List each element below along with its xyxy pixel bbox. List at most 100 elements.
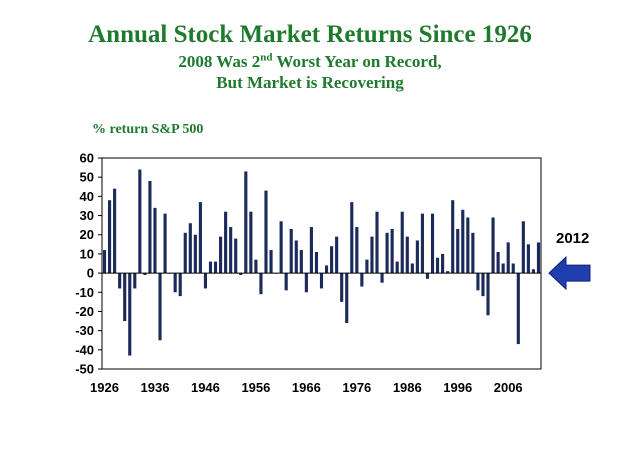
x-tick-label: 2006 <box>494 380 523 395</box>
bar-2002 <box>486 273 490 316</box>
bar-1957 <box>259 273 263 295</box>
bar-1961 <box>279 221 283 274</box>
bar-1992 <box>435 257 440 274</box>
y-tick-label: 20 <box>80 227 94 242</box>
bar-1989 <box>420 213 424 274</box>
bar-1979 <box>370 236 374 274</box>
bar-1969 <box>319 273 324 289</box>
bar-1946 <box>203 273 208 289</box>
bar-1954 <box>244 171 248 274</box>
bar-1934 <box>143 273 147 276</box>
bar-1951 <box>229 227 233 274</box>
x-axis-ticks: 1926 1936 1946 1956 1966 1976 1986 1996 2006 <box>90 380 523 395</box>
bar-1985 <box>400 211 404 274</box>
bar-1959 <box>269 250 273 274</box>
bar-1962 <box>284 273 288 291</box>
x-tick-label: 1956 <box>241 380 270 395</box>
x-tick-label: 1976 <box>342 380 371 395</box>
bar-1976 <box>355 227 359 274</box>
x-tick-label: 1926 <box>90 380 119 395</box>
bar-1936 <box>153 207 157 274</box>
y-tick-label: 40 <box>80 189 94 204</box>
bar-1931 <box>128 273 132 356</box>
y-tick-label: -10 <box>75 285 94 300</box>
annotation-2012: 2012 <box>556 230 589 247</box>
bar-1975 <box>350 202 354 274</box>
x-tick-label: 1966 <box>292 380 321 395</box>
bar-1937 <box>158 273 162 341</box>
x-tick-label: 1996 <box>443 380 472 395</box>
bar-1964 <box>294 240 298 274</box>
bar-2005 <box>501 263 505 274</box>
bar-1974 <box>345 273 349 323</box>
bar-1933 <box>138 169 142 274</box>
x-tick-label: 1986 <box>393 380 422 395</box>
bar-1930 <box>123 273 127 322</box>
bar-1929 <box>118 273 122 289</box>
bar-1968 <box>314 251 319 274</box>
bar-1998 <box>466 217 470 274</box>
bar-1966 <box>304 273 308 293</box>
bar-1945 <box>198 202 202 274</box>
bar-1958 <box>264 190 268 274</box>
bar-1967 <box>309 227 313 274</box>
bar-1971 <box>330 246 334 274</box>
y-tick-label: -40 <box>75 342 94 357</box>
bar-1956 <box>254 259 258 274</box>
bar-1955 <box>249 211 253 274</box>
bar-2000 <box>476 273 480 291</box>
bar-1932 <box>133 273 137 289</box>
bar-1942 <box>183 232 187 274</box>
bar-1983 <box>390 228 394 274</box>
y-tick-label: -50 <box>75 362 94 377</box>
bar-1995 <box>451 200 455 274</box>
bar-1938 <box>163 213 167 274</box>
bar-2009 <box>521 221 525 274</box>
y-axis-label: % return S&P 500 <box>92 122 204 137</box>
bar-2006 <box>506 242 510 274</box>
bar-2003 <box>491 217 495 274</box>
bar-1952 <box>234 238 238 274</box>
bar-1997 <box>461 209 465 274</box>
bar-1986 <box>405 236 409 274</box>
subtitle-line-2: But Market is Recovering <box>216 73 404 92</box>
y-axis-ticks: -50 -40 -30 -20 -10 0 10 20 30 40 50 60 <box>75 151 102 377</box>
plot-frame <box>101 157 542 370</box>
subtitle-line-1: 2008 Was 2nd Worst Year on Record, <box>0 51 620 72</box>
bar-1948 <box>213 261 218 274</box>
x-tick-label: 1936 <box>141 380 170 395</box>
subtitle-post: Worst Year on Record, <box>272 52 442 71</box>
bar-1970 <box>324 265 329 274</box>
bar-1999 <box>471 232 475 274</box>
bar-2008 <box>516 273 520 345</box>
bar-1987 <box>410 263 414 274</box>
bar-1984 <box>395 261 399 274</box>
bar-1990 <box>425 273 430 279</box>
bar-1950 <box>224 211 228 274</box>
bar-1980 <box>375 211 379 274</box>
x-tick-label: 1946 <box>191 380 220 395</box>
bar-1977 <box>360 273 364 287</box>
bar-1935 <box>148 181 152 274</box>
bar-1973 <box>340 273 344 302</box>
bar-2012 <box>536 242 541 274</box>
y-tick-label: 60 <box>80 151 94 166</box>
bar-2004 <box>496 251 500 274</box>
bars <box>102 169 541 356</box>
bar-1982 <box>385 232 389 274</box>
bar-1996 <box>456 228 460 274</box>
bar-1991 <box>430 213 435 274</box>
bar-1947 <box>208 261 213 274</box>
y-tick-label: 10 <box>80 246 94 261</box>
bar-1926 <box>102 250 107 274</box>
y-tick-label: -20 <box>75 304 94 319</box>
chart-title: Annual Stock Market Returns Since 1926 <box>88 21 532 48</box>
bar-1949 <box>219 236 223 274</box>
subtitle-sup: nd <box>260 51 273 64</box>
bar-1928 <box>113 188 117 274</box>
bar-1940 <box>173 273 177 293</box>
bar-1993 <box>441 253 445 274</box>
bar-1994 <box>446 271 450 274</box>
bar-1963 <box>289 228 293 274</box>
